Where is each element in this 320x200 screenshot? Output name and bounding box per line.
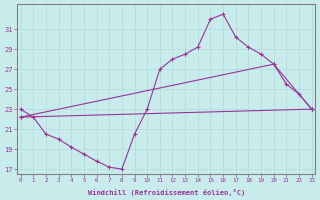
X-axis label: Windchill (Refroidissement éolien,°C): Windchill (Refroidissement éolien,°C) [88,189,245,196]
